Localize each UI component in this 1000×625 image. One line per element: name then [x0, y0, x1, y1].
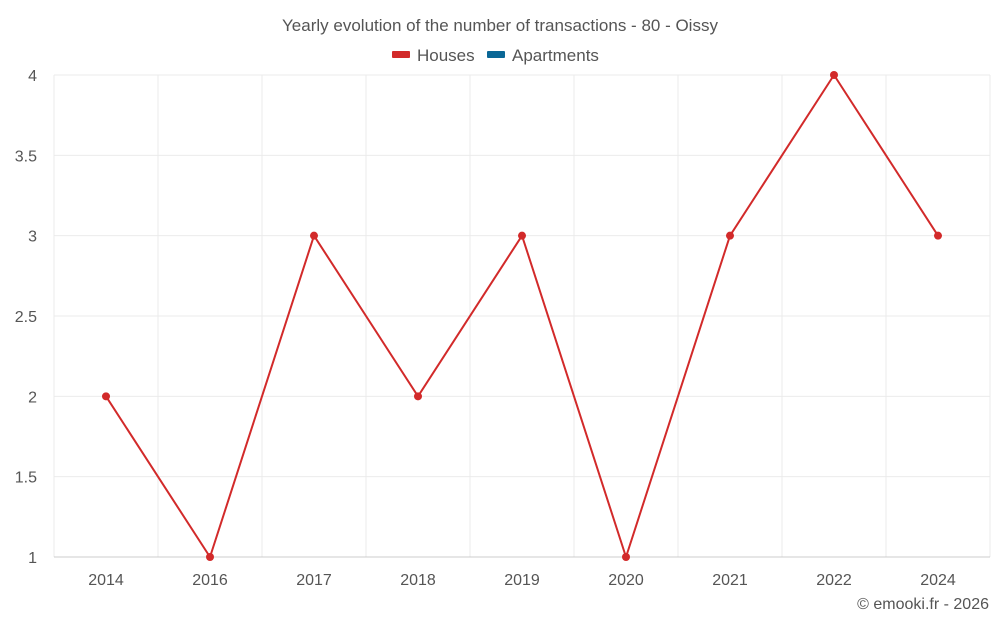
series-houses: [102, 71, 942, 561]
y-tick-label: 3: [28, 229, 37, 246]
x-tick-label: 2022: [816, 572, 852, 589]
legend-label-apartments[interactable]: Apartments: [512, 46, 599, 65]
grid: [53, 74, 991, 558]
y-tick-label: 4: [28, 68, 37, 85]
legend[interactable]: Houses Apartments: [392, 46, 599, 65]
legend-label-houses[interactable]: Houses: [417, 46, 475, 65]
legend-swatch-apartments: [487, 51, 505, 58]
data-point-houses[interactable]: [414, 392, 422, 401]
data-point-houses[interactable]: [310, 231, 318, 240]
y-tick-label: 1.5: [15, 470, 37, 487]
legend-item-apartments[interactable]: Apartments: [487, 46, 599, 65]
y-tick-label: 3.5: [15, 148, 37, 165]
legend-item-houses[interactable]: Houses: [392, 46, 475, 65]
credit-text: © emooki.fr - 2026: [857, 596, 989, 613]
x-axis-ticks: 2014 2016 2017 2018 2019 2020 2021 2022 2024: [88, 572, 956, 589]
x-tick-label: 2014: [88, 572, 124, 589]
y-tick-label: 2.5: [15, 309, 37, 326]
y-tick-label: 1: [28, 550, 37, 567]
data-point-houses[interactable]: [206, 553, 214, 561]
x-tick-label: 2019: [504, 572, 540, 589]
legend-swatch-houses: [392, 51, 410, 58]
y-tick-label: 2: [28, 389, 37, 406]
x-tick-label: 2021: [712, 572, 748, 589]
data-point-houses[interactable]: [518, 231, 526, 240]
x-tick-label: 2016: [192, 572, 228, 589]
data-point-houses[interactable]: [622, 553, 630, 561]
x-tick-label: 2020: [608, 572, 644, 589]
data-point-houses[interactable]: [934, 231, 942, 240]
x-tick-label: 2017: [296, 572, 332, 589]
x-tick-label: 2024: [920, 572, 956, 589]
x-tick-label: 2018: [400, 572, 436, 589]
data-point-houses[interactable]: [102, 392, 110, 401]
chart-title: Yearly evolution of the number of transa…: [282, 16, 718, 35]
y-axis-ticks: 1 1.5 2 2.5 3 3.5 4: [15, 68, 37, 567]
data-point-houses[interactable]: [830, 71, 838, 79]
data-point-houses[interactable]: [726, 231, 734, 240]
